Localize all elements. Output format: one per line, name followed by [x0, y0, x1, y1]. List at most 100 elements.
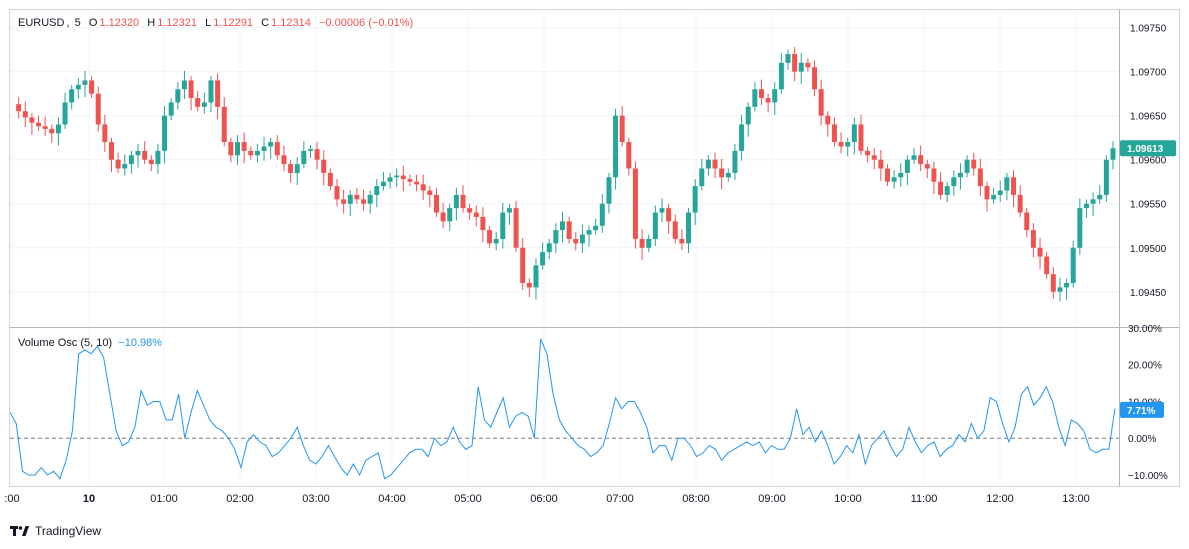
- candle-body: [440, 212, 446, 222]
- candle-body: [254, 150, 260, 156]
- candle-body: [42, 126, 48, 129]
- time-tick-label: :00: [4, 493, 19, 505]
- candle-body: [108, 142, 114, 160]
- candle-body: [984, 186, 990, 200]
- candle-body: [374, 186, 380, 195]
- time-tick-label: 10:00: [834, 493, 862, 505]
- candle-body: [467, 208, 473, 213]
- candle-body: [871, 155, 877, 160]
- symbol-name[interactable]: EURUSD: [18, 17, 65, 29]
- candle-body: [1037, 247, 1043, 257]
- candle-body: [274, 142, 280, 156]
- candle-body: [1064, 282, 1070, 288]
- candle-body: [22, 111, 28, 118]
- close-label: C: [261, 17, 270, 29]
- candle-body: [1077, 208, 1083, 248]
- candle-body: [679, 238, 685, 244]
- candle-body: [394, 175, 400, 178]
- candle-body: [560, 221, 565, 231]
- candle-body: [652, 212, 658, 239]
- time-tick-label: 05:00: [454, 493, 482, 505]
- candle-body: [327, 172, 333, 187]
- candle-body: [619, 115, 625, 143]
- candle-body: [997, 190, 1003, 195]
- oscillator-legend: Volume Osc (5, 10) −10.98%: [18, 337, 162, 349]
- candle-body: [533, 265, 539, 288]
- candle-body: [208, 80, 214, 103]
- candle-body: [951, 177, 957, 187]
- candle-body: [221, 106, 227, 143]
- candle-body: [918, 155, 924, 165]
- candle-body: [540, 252, 546, 266]
- candle-body: [400, 175, 406, 180]
- candle-body: [911, 155, 917, 160]
- candle-body: [732, 150, 738, 173]
- low-label: L: [205, 17, 212, 29]
- change-value: −0.00006 (−0.01%): [318, 17, 414, 29]
- candle-body: [891, 177, 897, 182]
- candle-body: [188, 80, 194, 99]
- candle-body: [16, 104, 22, 112]
- candle-body: [387, 177, 393, 182]
- candle-body: [148, 159, 154, 165]
- candle-body: [818, 89, 824, 116]
- candle-body: [162, 115, 168, 151]
- candle-body: [1030, 230, 1036, 248]
- symbol-interval: 5: [74, 17, 81, 29]
- candle-body: [1103, 159, 1109, 195]
- candle-body: [453, 194, 459, 209]
- last-price-label: 1.09613: [1127, 144, 1164, 155]
- candle-body: [473, 212, 479, 217]
- candle-body: [1044, 256, 1050, 275]
- candle-body: [314, 149, 320, 160]
- candle-body: [599, 203, 605, 226]
- candle-body: [838, 142, 844, 147]
- time-tick-label: 02:00: [226, 493, 254, 505]
- candle-body: [433, 194, 439, 213]
- candle-body: [288, 164, 294, 173]
- price-tick-label: 1.09600: [1130, 156, 1167, 167]
- candle-body: [460, 194, 466, 209]
- candle-body: [168, 102, 174, 116]
- high-value: 1.12321: [157, 17, 197, 29]
- candle-body: [294, 164, 300, 173]
- oscillator-line: [9, 338, 1116, 480]
- candle-body: [878, 159, 884, 169]
- candle-body: [884, 168, 890, 182]
- candle-body: [672, 221, 678, 239]
- candle-body: [1017, 194, 1023, 213]
- candle-body: [241, 142, 247, 151]
- candle-body: [95, 93, 101, 125]
- time-tick-label: 01:00: [150, 493, 178, 505]
- candle-body: [49, 128, 55, 134]
- candle-body: [765, 98, 771, 103]
- candle-body: [772, 89, 778, 103]
- candle-body: [487, 230, 493, 244]
- candle-body: [1057, 287, 1063, 292]
- candle-body: [573, 238, 579, 244]
- price-tick-label: 1.09450: [1130, 288, 1167, 299]
- candle-body: [195, 98, 201, 107]
- candle-body: [719, 168, 725, 178]
- candle-body: [971, 159, 977, 169]
- branding[interactable]: TradingView: [10, 524, 101, 538]
- brand-name: TradingView: [35, 524, 102, 538]
- candle-body: [215, 80, 221, 107]
- candle-body: [142, 150, 148, 160]
- candle-body: [705, 159, 711, 169]
- candle-body: [898, 172, 904, 178]
- oscillator-name[interactable]: Volume Osc (5, 10): [18, 337, 113, 349]
- oscillator-tick-label: 0.00%: [1128, 434, 1156, 445]
- candle-body: [745, 106, 751, 125]
- candle-body: [699, 168, 705, 187]
- candle-body: [938, 181, 944, 195]
- candle-body: [420, 184, 426, 191]
- time-tick-label: 07:00: [606, 493, 634, 505]
- candle-body: [1011, 177, 1017, 195]
- candle-body: [831, 124, 837, 143]
- candle-body: [845, 142, 851, 147]
- oscillator-tick-label: −10.00%: [1128, 471, 1168, 482]
- candle-body: [712, 159, 718, 169]
- candle-body: [307, 149, 313, 151]
